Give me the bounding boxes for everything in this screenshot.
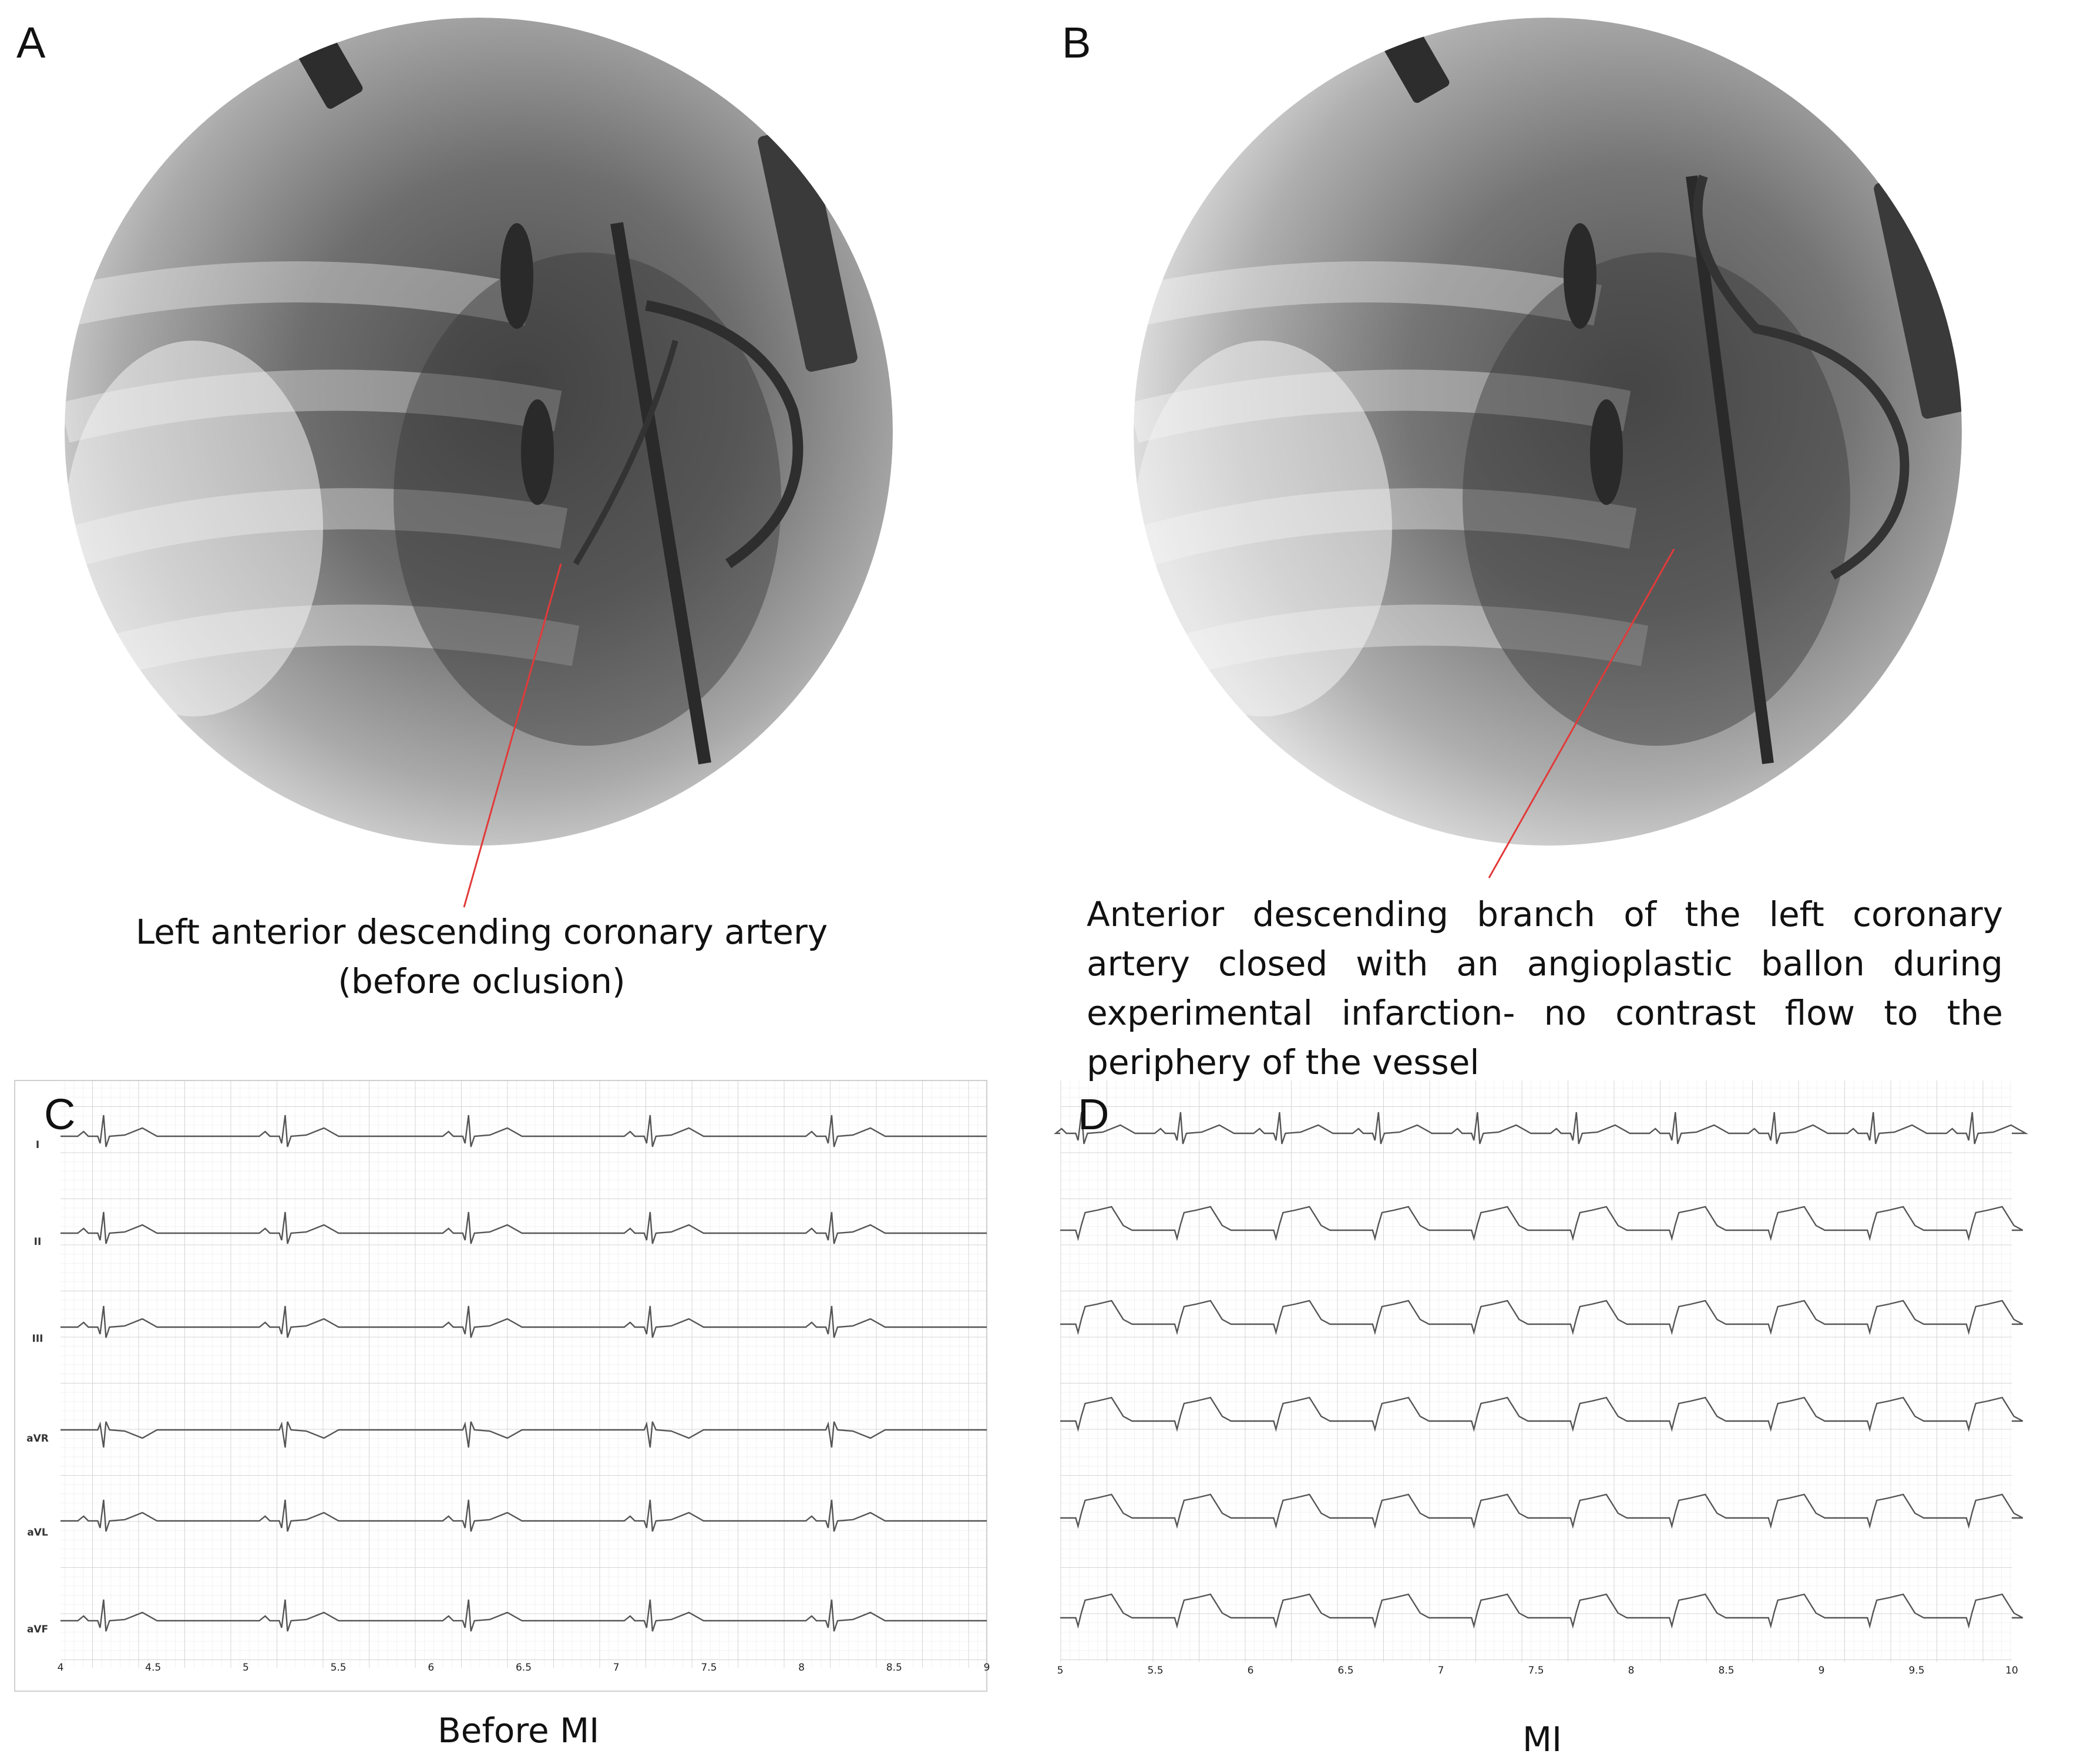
x-tick-label: 8.5: [1718, 1665, 1734, 1677]
x-tick-label: 4.5: [145, 1662, 161, 1674]
x-tick-label: 9: [1819, 1665, 1825, 1677]
x-tick-label: 7.5: [701, 1662, 717, 1674]
ecg-title-c: Before MI: [438, 1711, 600, 1750]
ecg-traces-d: [1053, 1112, 2029, 1629]
panel-letter-c: C: [44, 1090, 76, 1139]
x-tick-label: 10: [2005, 1665, 2018, 1677]
annotation-line-b: [1488, 548, 1675, 878]
ecg-trace-d-3: [1060, 1300, 2024, 1335]
lead-label-avf: aVF: [27, 1624, 48, 1635]
ecg-trace-d-2: [1060, 1206, 2024, 1241]
x-tick-label: 6: [428, 1662, 434, 1674]
x-tick-label: 7: [613, 1662, 620, 1674]
ecg-trace-c-1: [60, 1115, 987, 1147]
ecg-trace-d-4: [1060, 1396, 2024, 1432]
x-tick-label: 7: [1438, 1665, 1444, 1677]
ecg-trace-c-4: [60, 1421, 987, 1448]
ecg-traces-c: [60, 1115, 987, 1632]
x-tick-label: 9.5: [1908, 1665, 1924, 1677]
panel-letter-b: B: [1062, 18, 1091, 67]
lead-label-avr: aVR: [26, 1433, 49, 1445]
ecg-trace-c-3: [60, 1305, 987, 1338]
angiogram-a: [65, 18, 893, 846]
x-tick-label: 5.5: [331, 1662, 347, 1674]
x-tick-label: 6.5: [1337, 1665, 1353, 1677]
x-tick-label: 8: [798, 1662, 805, 1674]
ecg-trace-c-5: [60, 1499, 987, 1532]
ecg-trace-d-6: [1060, 1593, 2024, 1629]
ecg-trace-d-5: [1060, 1493, 2024, 1529]
x-tick-label: 5.5: [1147, 1665, 1163, 1677]
x-tick-label: 4: [58, 1662, 64, 1674]
ecg-title-d: MI: [1522, 1719, 1562, 1759]
caption-a: Left anterior descending coronary artery…: [135, 907, 828, 1006]
ecg-panel-d: 5 5.5 6 6.5 7 7.5 8 8.5 9 9.5 10: [1053, 1080, 2029, 1677]
angiogram-b: [1134, 18, 1962, 846]
panel-letter-a: A: [16, 18, 46, 67]
caption-a-line-1: Left anterior descending coronary artery: [135, 912, 828, 952]
x-tick-label: 6.5: [516, 1662, 532, 1674]
ecg-trace-c-2: [60, 1211, 987, 1244]
x-tick-label: 7.5: [1528, 1665, 1544, 1677]
ecg-x-ticks-d: 5 5.5 6 6.5 7 7.5 8 8.5 9 9.5 10: [1057, 1665, 2018, 1677]
lead-label-ii: II: [34, 1236, 42, 1248]
ecg-x-ticks-c: 4 4.5 5 5.5 6 6.5 7 7.5 8 8.5 9: [58, 1662, 990, 1674]
lead-label-i: I: [36, 1139, 39, 1151]
x-tick-label: 8.5: [886, 1662, 902, 1674]
caption-b: Anterior descending branch of the left c…: [1087, 894, 2003, 1082]
annotation-line-a: [463, 563, 562, 908]
x-tick-label: 6: [1248, 1665, 1254, 1677]
lead-label-iii: III: [32, 1333, 43, 1345]
panel-letter-d: D: [1078, 1090, 1110, 1139]
ecg-trace-d-1: [1053, 1112, 2029, 1144]
x-tick-label: 5: [243, 1662, 249, 1674]
caption-a-line-2: (before oclusion): [338, 961, 626, 1001]
x-tick-label: 9: [984, 1662, 990, 1674]
x-tick-label: 8: [1628, 1665, 1635, 1677]
lead-label-avl: aVL: [27, 1527, 48, 1539]
ecg-trace-c-6: [60, 1599, 987, 1632]
x-tick-label: 5: [1057, 1665, 1064, 1677]
